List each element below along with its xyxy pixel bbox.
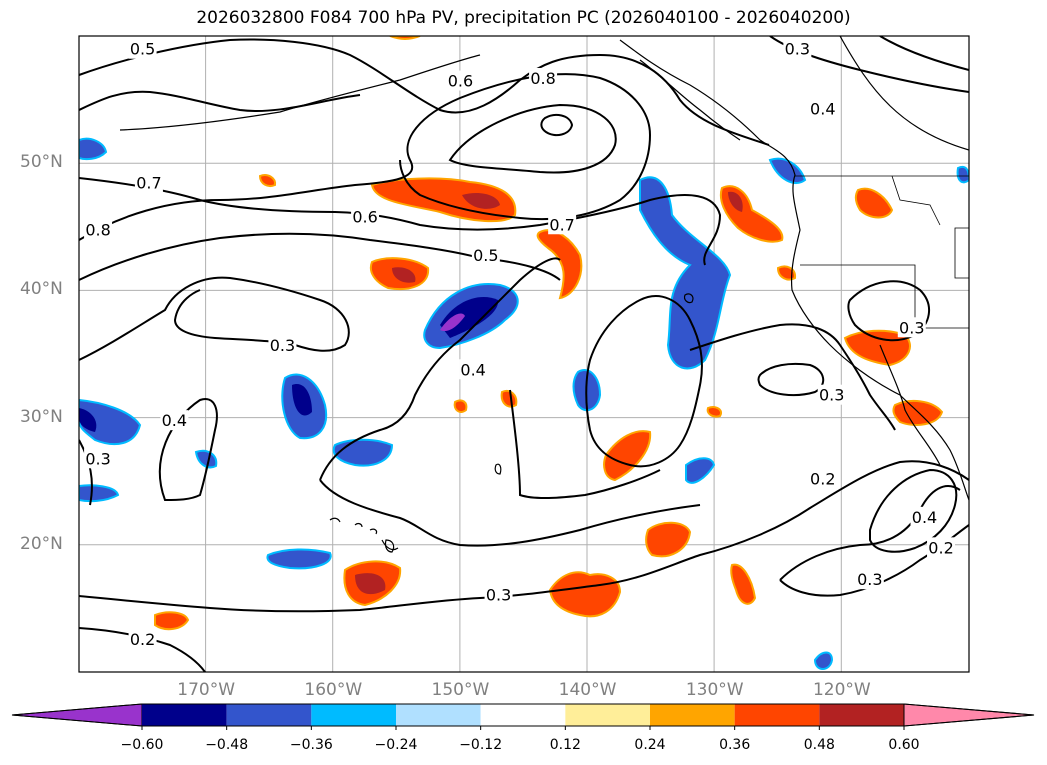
lat-label: 20°N: [20, 533, 63, 554]
borders: [795, 175, 969, 329]
colorbar-tick-label: 0.60: [888, 737, 920, 753]
colorbar-cell: [480, 704, 566, 726]
colorbar-extend-high: [903, 703, 1035, 727]
colorbar-cell: [565, 704, 650, 726]
contour-label-bg: [84, 448, 113, 469]
colorbar-tick-label: 0.48: [803, 737, 835, 753]
contour-label: 0.3: [899, 318, 924, 337]
contour-label-bg: [548, 214, 577, 235]
map-canvas: 0.5 0.6 0.8 0.3 0.4 0.7 0.6 0.7 0.8 0.5 0.3 0.3 0.4 0…: [78, 35, 970, 673]
contour-label: 0.6: [352, 208, 377, 227]
contour-label: 0.3: [785, 40, 810, 59]
contour-label: 0.5: [130, 40, 155, 59]
contour-label: 0.6: [448, 72, 473, 91]
colorbar-cell: [734, 704, 820, 726]
lon-label: 150°W: [431, 680, 490, 700]
contour-labels: 0.5 0.6 0.8 0.3 0.4 0.7 0.6 0.7 0.8 0.5 0.3 0.3 0.4 0…: [84, 38, 956, 649]
contour-label-bg: [855, 569, 884, 590]
contour-label-bg: [484, 584, 513, 605]
map-frame: [78, 35, 970, 673]
colorbar-tick-label: 0.36: [719, 737, 751, 753]
contour-label-bg: [459, 359, 488, 380]
contour-label-bg: [128, 628, 157, 649]
contour-label: 0.2: [810, 470, 835, 489]
contour-label-bg: [471, 244, 500, 265]
contour-label-bg: [910, 506, 939, 527]
contour-label: 0.3: [486, 585, 511, 604]
contour-label: 0.8: [85, 220, 110, 239]
contour-label: 0.3: [857, 570, 882, 589]
precip-positive-blobs: [154, 36, 944, 631]
colorbar-cell: [226, 704, 312, 726]
contour-label-bg: [351, 206, 380, 227]
contour-label-bg: [446, 70, 475, 91]
gridlines: [79, 36, 969, 672]
contour-label-bg: [783, 38, 812, 59]
contour-label-bg: [84, 219, 113, 240]
colorbar-tick-label: −0.60: [120, 737, 164, 753]
contour-label: 0.4: [810, 100, 835, 119]
colorbar-cell: [650, 704, 735, 726]
colorbar-tick-label: −0.48: [205, 737, 249, 753]
colorbar-tick-label: −0.24: [374, 737, 418, 753]
contour-label: 0.7: [549, 215, 574, 234]
lon-label: 120°W: [812, 680, 871, 700]
contour-label: 0.7: [136, 173, 161, 192]
colorbar-cell: [311, 704, 396, 726]
lon-label: 170°W: [177, 680, 236, 700]
contour-label: 0.4: [460, 360, 485, 379]
colorbar-tick-label: −0.36: [289, 737, 333, 753]
contour-label: 0.3: [270, 336, 295, 355]
contour-label-bg: [268, 335, 297, 356]
contour-label-bg: [128, 38, 157, 59]
contour-label-bg: [808, 98, 837, 119]
contour-label: 0.5: [473, 246, 498, 265]
contour-label: 0.4: [162, 411, 187, 430]
contour-label-bg: [529, 67, 558, 88]
colorbar-tick-label: 0.12: [549, 737, 581, 753]
contour-label-bg: [927, 537, 956, 558]
islands: [329, 293, 694, 553]
colorbar: [11, 703, 1035, 730]
lat-label: 30°N: [20, 406, 63, 427]
colorbar-extend-low: [11, 703, 143, 727]
contour-label: 0.3: [85, 449, 110, 468]
lat-label: 40°N: [20, 279, 63, 300]
contour-label-bg: [897, 317, 926, 338]
contour-label: 0.4: [912, 508, 937, 527]
colorbar-cell: [396, 704, 481, 726]
contour-label-bg: [160, 410, 189, 431]
colorbar-tick-label: 0.24: [634, 737, 666, 753]
colorbar-tick-label: −0.12: [459, 737, 503, 753]
contour-label: 0.3: [819, 386, 844, 405]
chart-title: 2026032800 F084 700 hPa PV, precipitatio…: [196, 8, 851, 28]
lon-label: 160°W: [304, 680, 363, 700]
precip-negative-blobs: [79, 137, 969, 670]
map-background: [79, 36, 969, 672]
contour-label-bg: [817, 384, 846, 405]
colorbar-cell: [142, 704, 227, 726]
colorbar-cell: [819, 704, 904, 726]
contour-label: 0.2: [928, 538, 953, 557]
contour-label: 0.2: [130, 630, 155, 649]
lat-label: 50°N: [20, 152, 63, 173]
contour-label: 0.8: [530, 69, 555, 88]
lon-label: 130°W: [685, 680, 744, 700]
contour-label-bg: [134, 172, 163, 193]
lon-label: 140°W: [558, 680, 617, 700]
contour-label-bg: [808, 468, 837, 489]
